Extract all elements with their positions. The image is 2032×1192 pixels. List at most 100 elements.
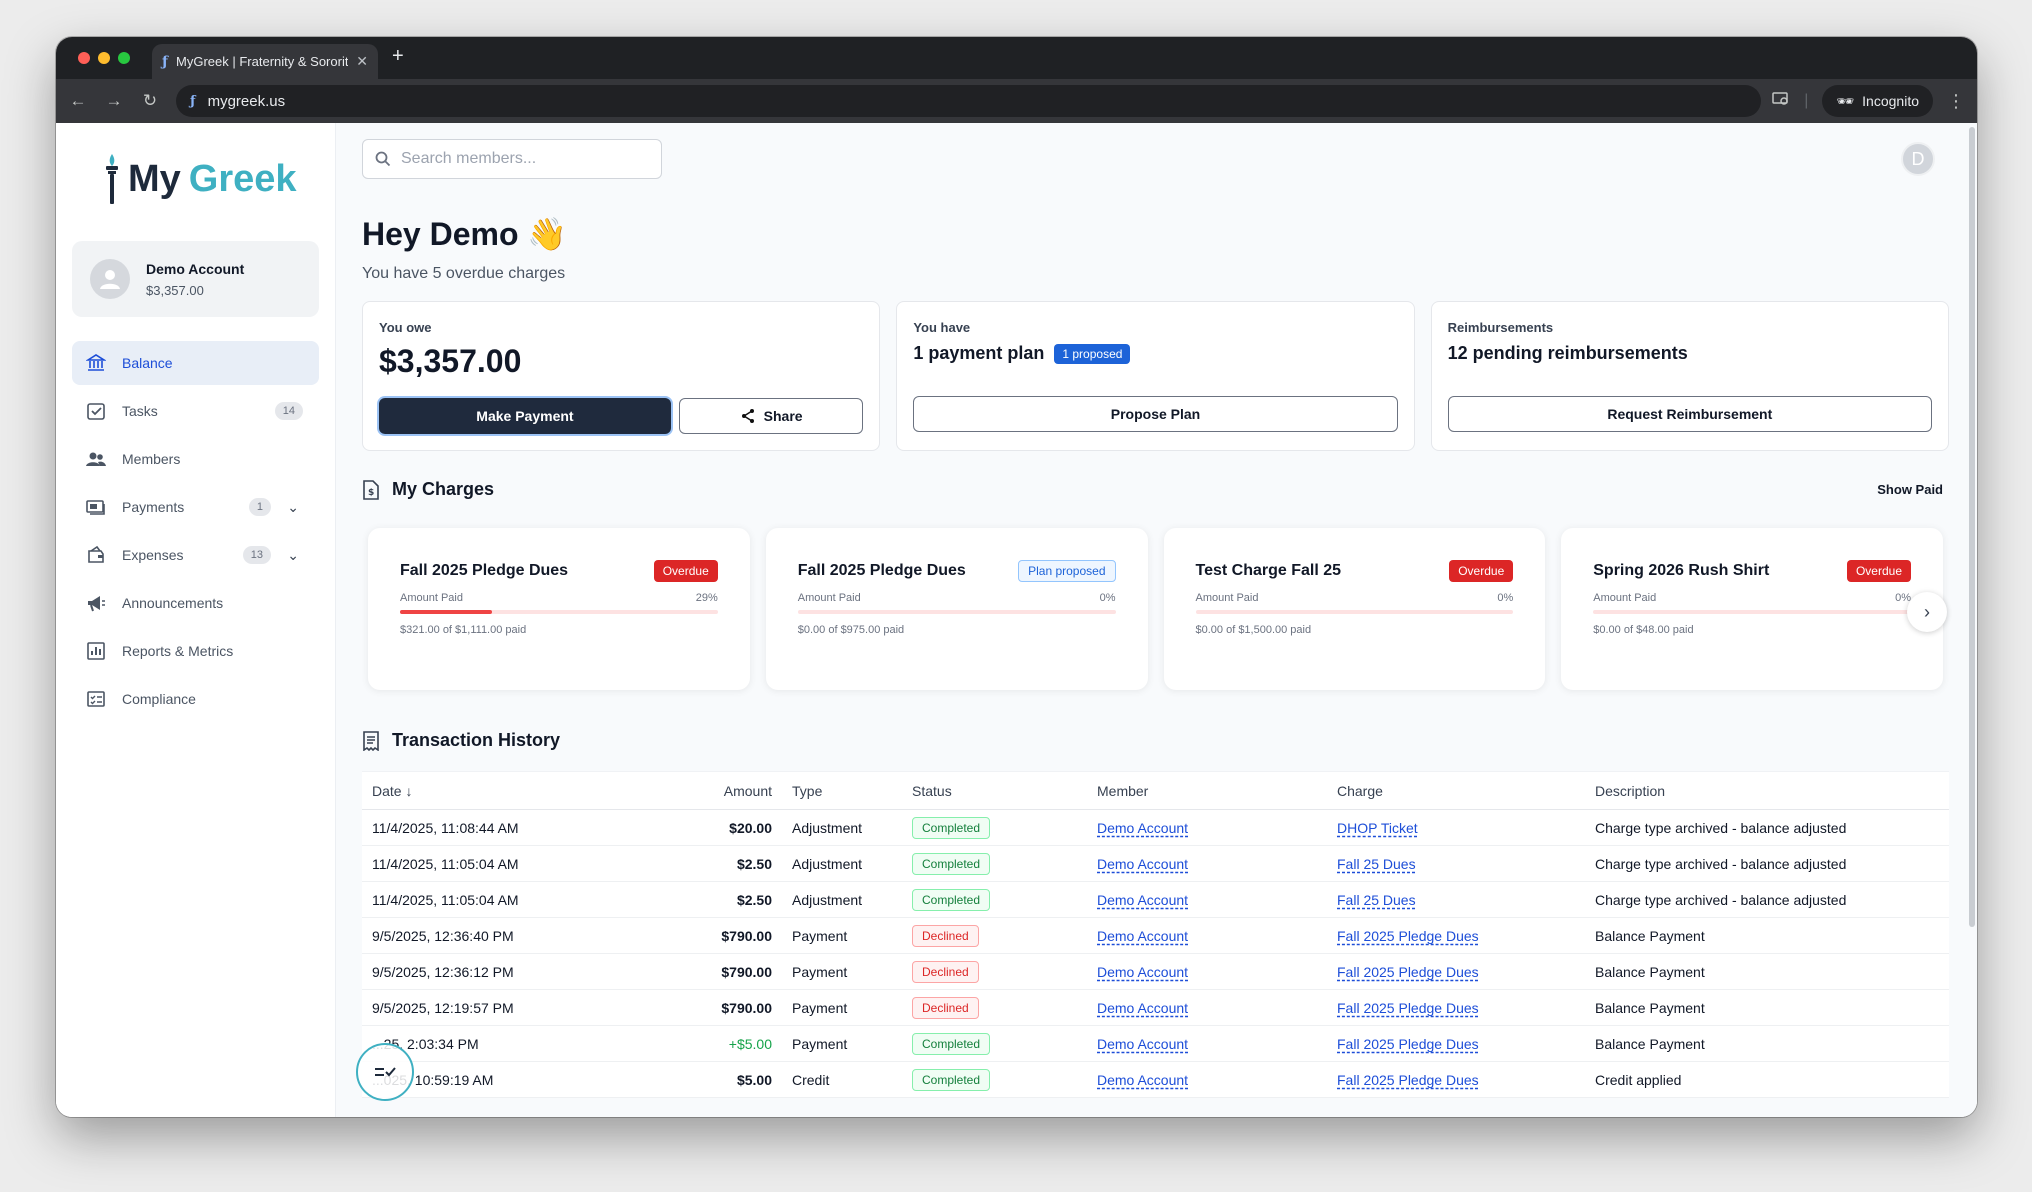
request-reimbursement-button[interactable]: Request Reimbursement bbox=[1447, 396, 1932, 432]
charge-link[interactable]: Fall 25 Dues bbox=[1337, 855, 1416, 872]
balance-card: You owe $3,357.00 Make Payment Share bbox=[362, 301, 881, 451]
new-tab-button[interactable]: + bbox=[392, 45, 404, 67]
carousel-next-button[interactable]: › bbox=[1907, 592, 1947, 632]
close-tab-icon[interactable]: ✕ bbox=[356, 53, 368, 69]
sidebar-item-members[interactable]: Members bbox=[72, 437, 319, 481]
cast-icon[interactable] bbox=[1772, 91, 1790, 112]
member-cell: Demo Account bbox=[1087, 1061, 1327, 1098]
date-column-header[interactable]: Date ↓ bbox=[362, 771, 632, 810]
sidebar-item-payments[interactable]: Payments 1 ⌄ bbox=[72, 485, 319, 529]
propose-plan-button[interactable]: Propose Plan bbox=[913, 396, 1398, 432]
account-name: Demo Account bbox=[146, 260, 245, 277]
member-link[interactable]: Demo Account bbox=[1097, 1071, 1189, 1088]
member-link[interactable]: Demo Account bbox=[1097, 927, 1189, 944]
sidebar-item-tasks[interactable]: Tasks 14 bbox=[72, 389, 319, 433]
charge-name: Test Charge Fall 25 bbox=[1195, 562, 1342, 579]
status-badge: Declined bbox=[912, 924, 979, 947]
incognito-indicator[interactable]: 🕶 Incognito bbox=[1822, 85, 1933, 117]
account-card[interactable]: Demo Account $3,357.00 bbox=[72, 241, 319, 317]
minimize-window-button[interactable] bbox=[98, 52, 110, 64]
forward-icon[interactable]: → bbox=[105, 91, 123, 110]
address-bar[interactable]: ƒ mygreek.us bbox=[176, 85, 1761, 117]
balance-actions: Make Payment Share bbox=[379, 398, 864, 434]
charge-name: Spring 2026 Rush Shirt bbox=[1593, 562, 1770, 579]
charge-card[interactable]: Fall 2025 Pledge Dues Overdue Amount Pai… bbox=[368, 528, 750, 690]
close-window-button[interactable] bbox=[78, 52, 90, 64]
type-cell: Payment bbox=[782, 989, 902, 1026]
percent-paid: 29% bbox=[695, 592, 718, 604]
member-link[interactable]: Demo Account bbox=[1097, 819, 1189, 836]
charge-column-header: Charge bbox=[1327, 771, 1585, 810]
sidebar-nav: Balance Tasks 14 Members bbox=[72, 341, 319, 721]
member-link[interactable]: Demo Account bbox=[1097, 1035, 1189, 1052]
show-paid-toggle[interactable]: Show Paid bbox=[1877, 482, 1943, 497]
progress-bar bbox=[400, 610, 718, 614]
type-cell: Credit bbox=[782, 1061, 902, 1098]
search-input[interactable]: Search members... bbox=[362, 139, 662, 179]
table-row[interactable]: 9/5/2025, 12:19:57 PM $790.00 Payment Decli… bbox=[362, 989, 1949, 1026]
charge-link[interactable]: Fall 2025 Pledge Dues bbox=[1337, 1071, 1479, 1088]
sidebar-item-announcements[interactable]: Announcements bbox=[72, 581, 319, 625]
charge-link[interactable]: Fall 25 Dues bbox=[1337, 891, 1416, 908]
browser-tab[interactable]: ƒ MyGreek | Fraternity & Sororit ✕ bbox=[152, 44, 378, 79]
sidebar-item-reports[interactable]: Reports & Metrics bbox=[72, 629, 319, 673]
table-row[interactable]: 11/4/2025, 11:08:44 AM $20.00 Adjustment Co… bbox=[362, 809, 1949, 846]
member-column-header: Member bbox=[1087, 771, 1327, 810]
sidebar-item-expenses[interactable]: Expenses 13 ⌄ bbox=[72, 533, 319, 577]
table-row[interactable]: 11/4/2025, 11:05:04 AM $2.50 Adjustment Com… bbox=[362, 881, 1949, 918]
browser-menu-icon[interactable]: ⋮ bbox=[1947, 90, 1965, 111]
description-cell: Balance Payment bbox=[1585, 989, 1949, 1026]
sidebar-item-label: Compliance bbox=[122, 691, 196, 707]
back-icon[interactable]: ← bbox=[69, 91, 87, 110]
charge-link[interactable]: DHOP Ticket bbox=[1337, 819, 1418, 836]
member-link[interactable]: Demo Account bbox=[1097, 999, 1189, 1016]
share-button[interactable]: Share bbox=[678, 398, 864, 434]
charge-card[interactable]: Spring 2026 Rush Shirt Overdue Amount Pa… bbox=[1561, 528, 1943, 690]
overdue-summary: You have 5 overdue charges bbox=[362, 265, 566, 282]
sidebar-item-balance[interactable]: Balance bbox=[72, 341, 319, 385]
charge-link[interactable]: Fall 2025 Pledge Dues bbox=[1337, 1035, 1479, 1052]
type-cell: Payment bbox=[782, 1025, 902, 1062]
status-badge: Completed bbox=[912, 1068, 991, 1091]
scrollbar[interactable] bbox=[1969, 127, 1975, 927]
member-cell: Demo Account bbox=[1087, 917, 1327, 954]
reload-icon[interactable]: ↻ bbox=[142, 91, 158, 110]
description-cell: Charge type archived - balance adjusted bbox=[1585, 845, 1949, 882]
plan-summary: 1 payment plan 1 proposed bbox=[913, 343, 1397, 364]
sidebar-item-compliance[interactable]: Compliance bbox=[72, 677, 319, 721]
amount-cell: $5.00 bbox=[632, 1061, 782, 1098]
charge-card[interactable]: Test Charge Fall 25 Overdue Amount Paid 0… bbox=[1163, 528, 1546, 690]
sidebar-item-label: Tasks bbox=[122, 403, 158, 419]
charge-link[interactable]: Fall 2025 Pledge Dues bbox=[1337, 927, 1479, 944]
maximize-window-button[interactable] bbox=[118, 52, 130, 64]
member-link[interactable]: Demo Account bbox=[1097, 855, 1189, 872]
chart-icon bbox=[86, 641, 106, 661]
member-link[interactable]: Demo Account bbox=[1097, 891, 1189, 908]
chevron-down-icon[interactable]: ⌄ bbox=[287, 498, 299, 515]
user-avatar[interactable]: D bbox=[1901, 142, 1935, 176]
logo[interactable]: My Greek bbox=[102, 151, 319, 207]
member-link[interactable]: Demo Account bbox=[1097, 963, 1189, 980]
table-row[interactable]: ...025, 10:59:19 AM $5.00 Credit Completed D… bbox=[362, 1061, 1949, 1098]
receipt-icon bbox=[363, 730, 379, 751]
table-row[interactable]: 9/5/2025, 12:36:12 PM $790.00 Payment Decli… bbox=[362, 953, 1949, 990]
tab-bar: ƒ MyGreek | Fraternity & Sororit ✕ + bbox=[56, 37, 1977, 79]
sidebar-item-label: Members bbox=[122, 451, 181, 467]
chevron-down-icon[interactable]: ⌄ bbox=[287, 546, 299, 563]
date-header-label: Date bbox=[372, 782, 402, 799]
logo-text-my: My bbox=[128, 157, 181, 200]
charge-link[interactable]: Fall 2025 Pledge Dues bbox=[1337, 999, 1479, 1016]
make-payment-button[interactable]: Make Payment bbox=[379, 398, 671, 434]
table-row[interactable]: ...25, 2:03:34 PM +$5.00 Payment Completed D… bbox=[362, 1025, 1949, 1062]
description-cell: Balance Payment bbox=[1585, 917, 1949, 954]
table-header-row: Date ↓ Amount Type Status Member Charge … bbox=[362, 771, 1949, 810]
amount-cell: $2.50 bbox=[632, 845, 782, 882]
charge-cell: Fall 2025 Pledge Dues bbox=[1327, 1025, 1585, 1062]
site-favicon-icon: ƒ bbox=[190, 93, 196, 109]
charge-link[interactable]: Fall 2025 Pledge Dues bbox=[1337, 963, 1479, 980]
paid-summary: $0.00 of $975.00 paid bbox=[797, 624, 905, 636]
table-row[interactable]: 11/4/2025, 11:05:04 AM $2.50 Adjustment Com… bbox=[362, 845, 1949, 882]
table-row[interactable]: 9/5/2025, 12:36:40 PM $790.00 Payment Decli… bbox=[362, 917, 1949, 954]
charge-card[interactable]: Fall 2025 Pledge Dues Plan proposed Amou… bbox=[765, 528, 1148, 690]
floating-action-button[interactable] bbox=[356, 1043, 414, 1101]
